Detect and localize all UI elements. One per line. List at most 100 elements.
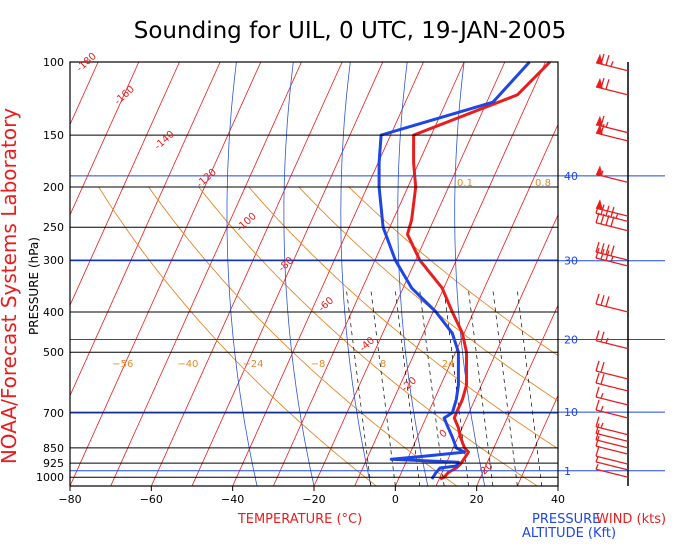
isotherm-line — [232, 62, 424, 486]
wind-barb — [595, 416, 629, 436]
isotherm-line — [354, 62, 546, 486]
moist-adiabat-line — [283, 62, 315, 486]
isotherm-line — [435, 213, 558, 486]
isotherm-lines — [70, 62, 558, 486]
mixing-ratio-line — [492, 287, 518, 486]
mixing-ratio-line — [467, 287, 494, 486]
background-grid — [70, 62, 558, 486]
mixing-ratio-line — [345, 287, 372, 486]
altitude-label: ALTITUDE (Kft) — [522, 526, 616, 541]
isotherm-line — [557, 485, 558, 486]
wind-barb — [595, 77, 629, 96]
dry-adiabat-label: −56 — [112, 359, 133, 370]
wind-barb — [595, 293, 629, 313]
moist-adiabat-line — [226, 62, 258, 486]
dry-adiabat-label: −40 — [177, 359, 198, 370]
wind-barb — [595, 386, 629, 406]
mixing-ratio-line — [419, 287, 445, 486]
wind-barb — [595, 399, 629, 419]
mixing-ratio-label: 0.1 — [457, 178, 473, 189]
isotherm-label: -80 — [277, 255, 297, 274]
x-tick-label: −20 — [302, 493, 325, 506]
dewpoint-line — [377, 60, 531, 480]
isotherm-label: -60 — [317, 295, 337, 314]
temperature-line — [406, 60, 551, 481]
altitude-tick-label: 20 — [564, 334, 578, 347]
altitude-tick-label: 1 — [564, 465, 571, 478]
wind-barb — [595, 53, 629, 72]
dry-adiabat-label: 8 — [380, 359, 386, 370]
mixing-ratio-lines — [345, 287, 543, 486]
wind-barb — [595, 435, 629, 455]
wind-barb — [595, 463, 629, 478]
pressure-tick-label: 850 — [43, 442, 64, 455]
wind-barb — [595, 124, 629, 142]
dry-adiabat-label: 24 — [442, 359, 455, 370]
isotherm-line — [70, 62, 140, 216]
dry-adiabat-label: −8 — [311, 359, 326, 370]
mixing-ratio-line — [516, 287, 543, 486]
mixing-ratio-line — [394, 287, 421, 486]
moist-adiabat-line — [340, 62, 372, 486]
pressure-tick-label: 1000 — [36, 471, 64, 484]
dry-adiabat-line — [148, 186, 458, 486]
pressure-tick-label: 150 — [43, 129, 64, 142]
dry-adiabat-line — [348, 186, 558, 357]
wind-barb — [595, 456, 629, 471]
isotherm-label: -100 — [235, 211, 259, 234]
altitude-tick-label: 40 — [564, 170, 578, 183]
wind-barb — [595, 165, 629, 184]
isotherm-line — [272, 62, 465, 486]
wind-barb — [595, 423, 629, 443]
wind-barb — [595, 429, 629, 449]
y-axis-label: PRESSURE (hPa) — [27, 237, 41, 335]
pressure-label: PRESSURE — [532, 512, 600, 527]
pressure-tick-label: 100 — [43, 56, 64, 69]
isotherm-line — [70, 62, 180, 307]
wind-barb — [595, 115, 629, 134]
x-tick-label: 20 — [470, 493, 484, 506]
dry-adiabat-line — [248, 186, 558, 450]
x-tick-label: −60 — [140, 493, 163, 506]
isotherm-line — [70, 62, 221, 397]
mixing-ratio-line — [370, 287, 396, 486]
isotherm-line — [394, 123, 558, 486]
isotherm-line — [191, 62, 384, 486]
altitude-tick-label: 30 — [564, 255, 578, 268]
isotherm-line — [516, 394, 558, 486]
wind-label: WIND (kts) — [596, 512, 666, 527]
isotherm-line — [70, 62, 262, 486]
x-tick-label: −80 — [58, 493, 81, 506]
mixing-ratio-label: 0.8 — [535, 178, 551, 189]
x-axis-label: TEMPERATURE (°C) — [237, 512, 362, 527]
pressure-tick-label: 200 — [43, 181, 64, 194]
wind-barb — [595, 445, 629, 465]
wind-barb — [595, 247, 629, 267]
wind-barbs — [595, 53, 629, 486]
isotherm-line — [313, 62, 506, 486]
isotherm-label: -20 — [400, 375, 420, 394]
dry-adiabat-line — [298, 186, 558, 402]
sounding-profiles — [377, 60, 551, 481]
wind-barb — [595, 203, 629, 222]
dry-adiabat-line — [98, 186, 377, 486]
wind-barb — [595, 330, 629, 350]
wind-barb — [595, 241, 629, 261]
dry-adiabat-lines — [98, 186, 558, 486]
organization-label: NOAA/Forecast Systems Laboratory — [0, 108, 21, 464]
wind-barb — [595, 372, 629, 392]
isotherm-label: -140 — [153, 129, 177, 152]
pressure-tick-label: 500 — [43, 346, 64, 359]
chart-title: Sounding for UIL, 0 UTC, 19-JAN-2005 — [134, 18, 566, 44]
isotherm-label: -160 — [113, 84, 137, 107]
pressure-tick-label: 400 — [43, 306, 64, 319]
moist-adiabat-line — [454, 62, 486, 486]
pressure-tick-label: 925 — [43, 457, 64, 470]
isotherm-line — [110, 62, 302, 486]
pressure-tick-label: 700 — [43, 407, 64, 420]
altitude-tick-label: 10 — [564, 406, 578, 419]
x-tick-label: −40 — [221, 493, 244, 506]
